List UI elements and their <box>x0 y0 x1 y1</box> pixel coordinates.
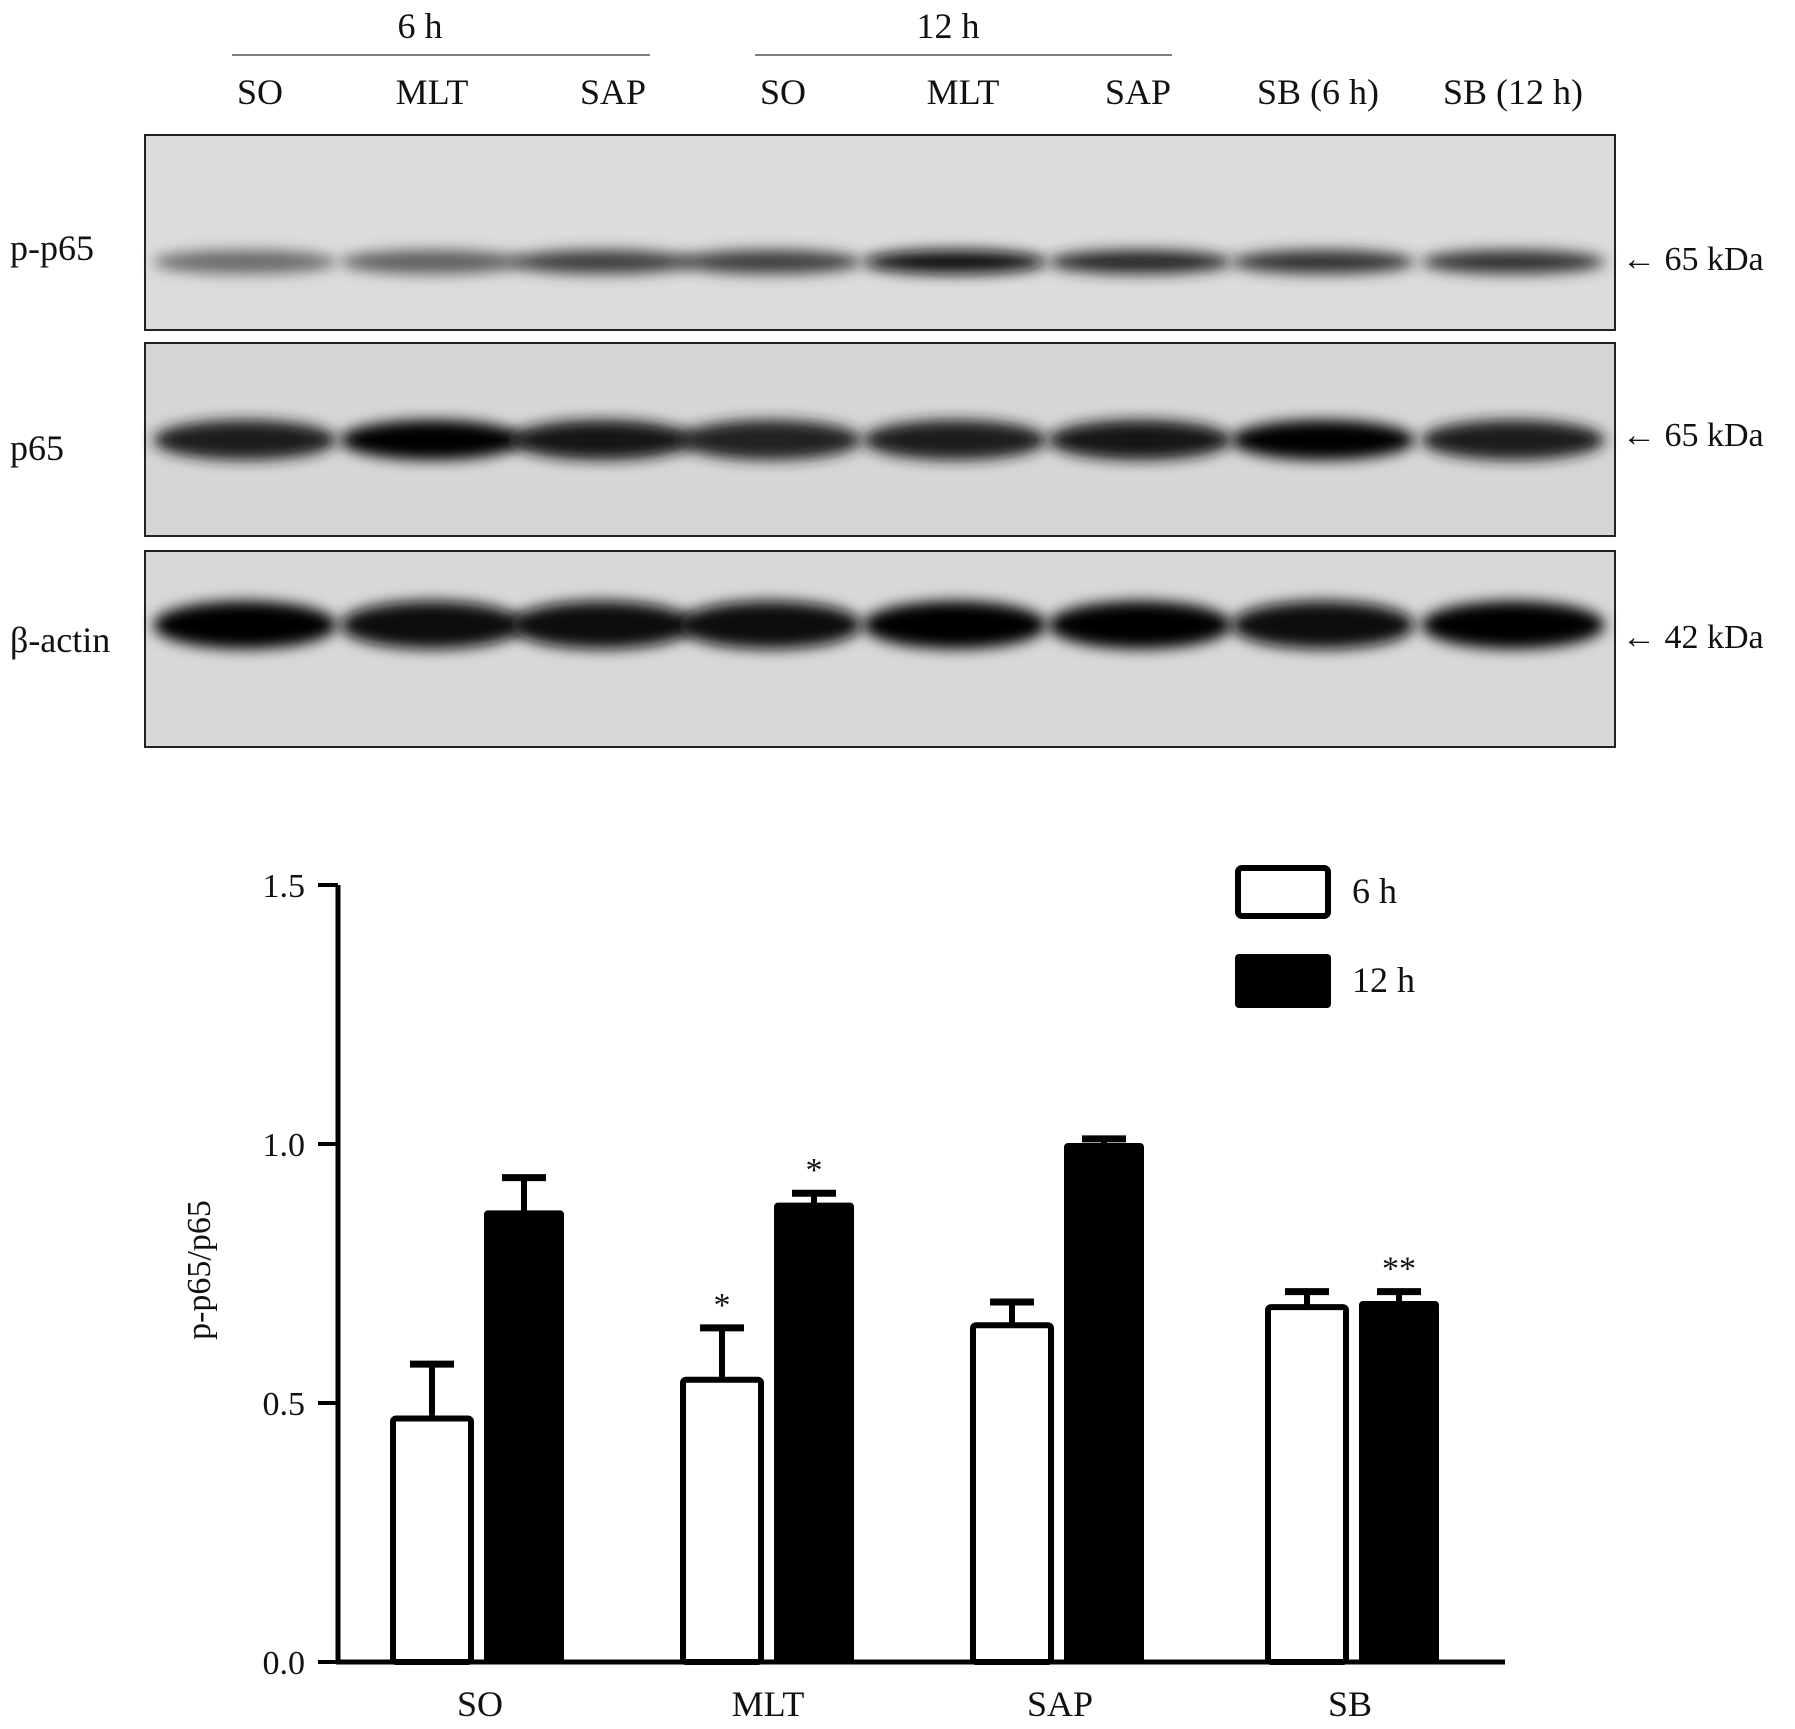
blot-band <box>678 250 862 274</box>
blot-band <box>678 601 862 649</box>
bands-beta-actin <box>153 601 1605 649</box>
blot-band <box>340 601 524 649</box>
blot-band <box>863 250 1047 274</box>
legend-label-12h: 12 h <box>1352 960 1415 1000</box>
legend-label-6h: 6 h <box>1352 871 1397 911</box>
bar-mlt-6h <box>680 1376 764 1665</box>
blot-band <box>153 420 337 460</box>
blot-band <box>1421 250 1605 274</box>
blot-band <box>153 601 337 649</box>
bar-chart: p-p65/p65 0.0 0.5 1.0 1.5 SO MLT SAP SB … <box>181 865 1505 1724</box>
significance-label: * <box>806 1152 823 1189</box>
y-axis-label: p-p65/p65 <box>181 1200 218 1340</box>
lane-label-sap-12h: SAP <box>1105 72 1171 112</box>
lane-label-sb-6h: SB (6 h) <box>1257 72 1379 112</box>
significance-label: ** <box>1382 1251 1416 1288</box>
blot-band <box>153 250 337 274</box>
lane-label-mlt-6h: MLT <box>396 72 469 112</box>
lane-label-sb-12h: SB (12 h) <box>1443 72 1583 112</box>
bar-mlt-12h <box>774 1202 854 1663</box>
blot-band <box>1048 250 1232 274</box>
group-label-12h: 12 h <box>917 6 980 46</box>
blot-band <box>1048 420 1232 460</box>
blot-band <box>863 601 1047 649</box>
blot-band <box>863 420 1047 460</box>
bar-sap-12h <box>1064 1143 1144 1663</box>
blot-band <box>510 601 694 649</box>
bar-sb-12h <box>1359 1300 1439 1663</box>
blot-band <box>1421 420 1605 460</box>
blot-band <box>1421 601 1605 649</box>
y-tick-label-2: 1.0 <box>263 1127 306 1164</box>
legend-swatch-12h <box>1235 954 1331 1008</box>
bands-p65 <box>153 420 1605 460</box>
lane-label-so-6h: SO <box>237 72 283 112</box>
blot-band <box>510 250 694 274</box>
blot-band <box>1048 601 1232 649</box>
y-tick-label-1: 0.5 <box>263 1386 306 1423</box>
group-label-6h: 6 h <box>398 6 443 46</box>
x-tick-label-so: SO <box>457 1684 503 1724</box>
x-tick-label-mlt: MLT <box>732 1684 805 1724</box>
x-tick-label-sb: SB <box>1328 1684 1372 1724</box>
blot-band <box>1231 601 1415 649</box>
row-label-p-p65: p-p65 <box>10 228 94 268</box>
blot-band <box>678 420 862 460</box>
bar-so-6h <box>390 1415 474 1666</box>
bars-layer: **** <box>390 1135 1439 1666</box>
bar-sap-6h <box>970 1322 1054 1666</box>
blot-band <box>340 420 524 460</box>
blot-band <box>510 420 694 460</box>
legend-swatch-6h <box>1235 865 1331 919</box>
x-tick-label-sap: SAP <box>1027 1684 1093 1724</box>
blot-band <box>1231 250 1415 274</box>
row-label-beta-actin: β-actin <box>10 620 110 660</box>
western-blot: 6 h 12 h SO MLT SAP SO MLT SAP SB (6 h) … <box>10 6 1764 748</box>
marker-p-p65: ← 65 kDa <box>1622 241 1764 278</box>
y-tick-label-3: 1.5 <box>263 868 306 905</box>
blot-band <box>340 250 524 274</box>
legend: 6 h 12 h <box>1235 865 1415 1008</box>
lane-label-sap-6h: SAP <box>580 72 646 112</box>
lane-label-mlt-12h: MLT <box>927 72 1000 112</box>
lane-label-so-12h: SO <box>760 72 806 112</box>
marker-beta-actin: ← 42 kDa <box>1622 619 1764 656</box>
bar-sb-6h <box>1265 1304 1349 1666</box>
blot-band <box>1231 420 1415 460</box>
bar-so-12h <box>484 1210 564 1663</box>
significance-label: * <box>714 1287 731 1324</box>
blot-panel-p-p65 <box>144 134 1616 331</box>
row-label-p65: p65 <box>10 428 64 468</box>
marker-p65: ← 65 kDa <box>1622 417 1764 454</box>
bands-p-p65 <box>153 250 1605 274</box>
blot-panel-beta-actin <box>144 550 1616 748</box>
y-tick-label-0: 0.0 <box>263 1645 306 1682</box>
